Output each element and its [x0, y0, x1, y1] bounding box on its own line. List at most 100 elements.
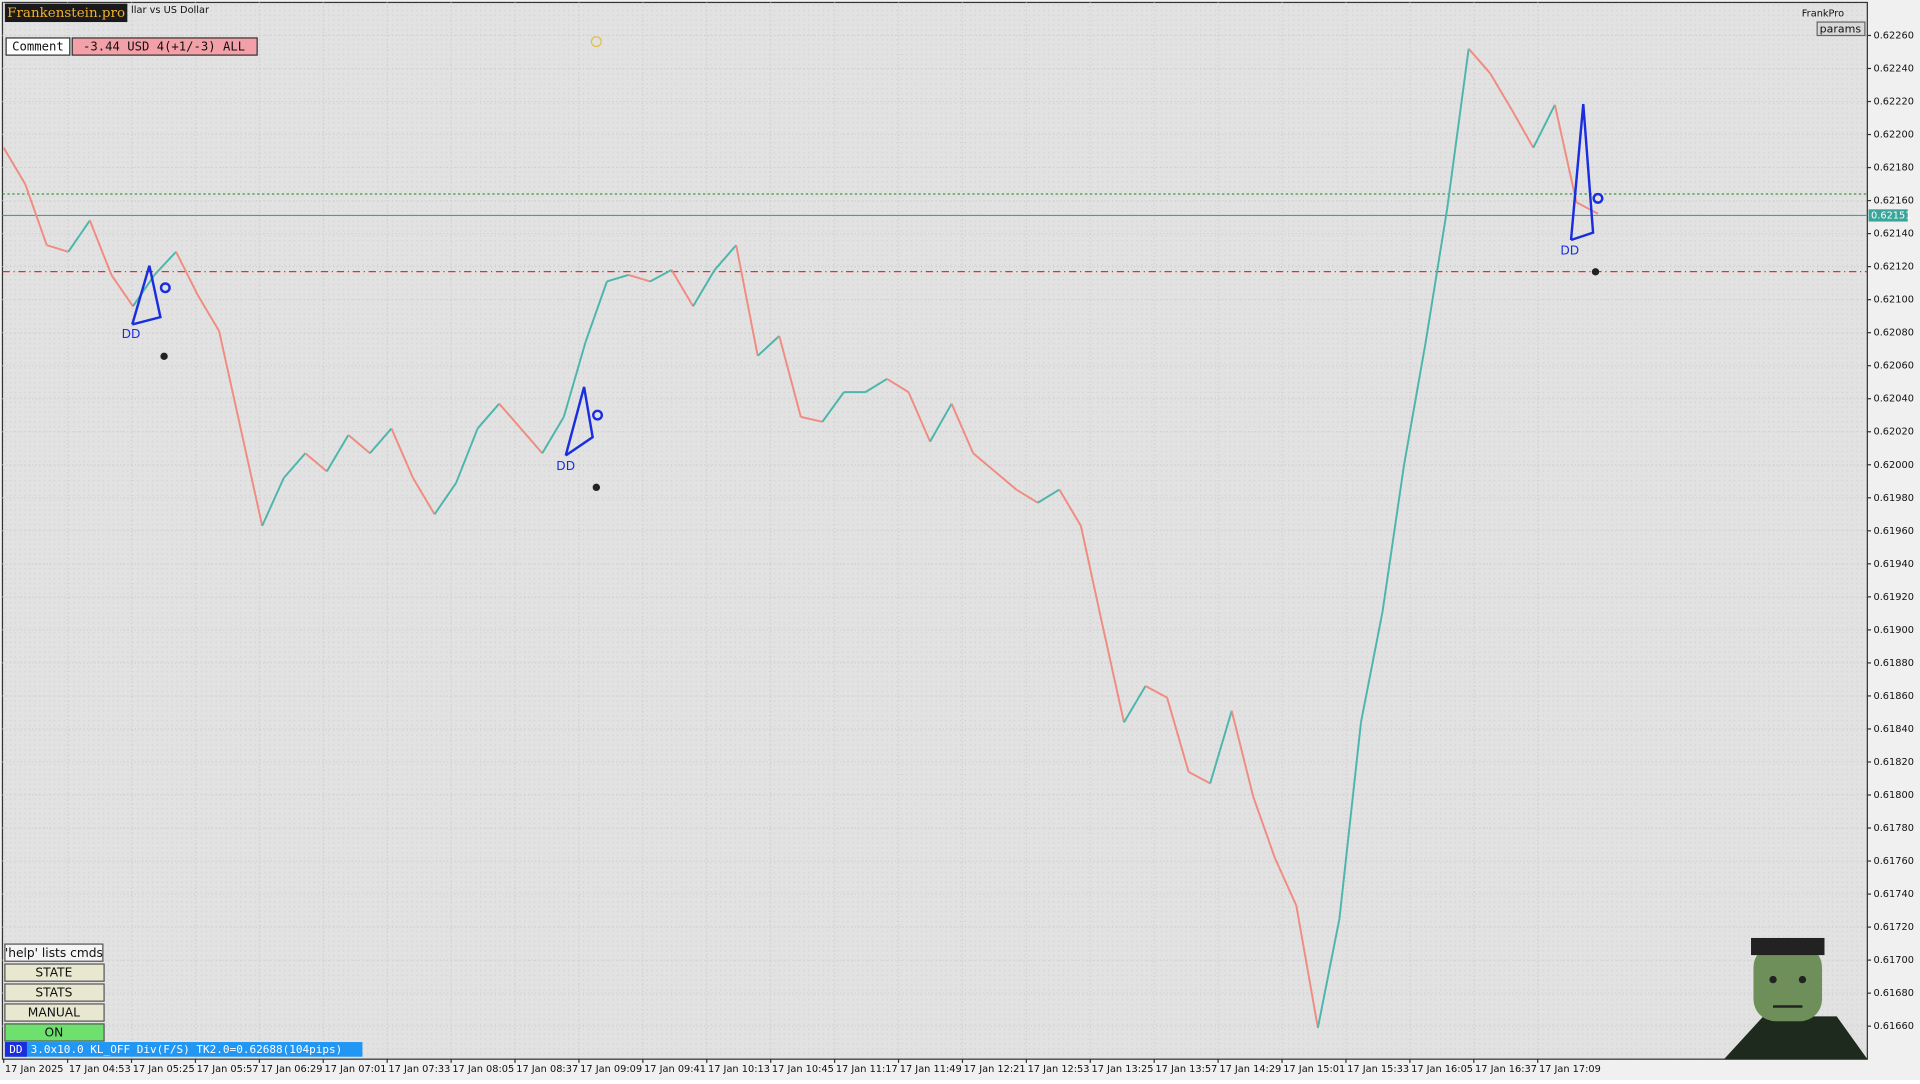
x-tick-label: 17 Jan 09:09 [580, 1064, 642, 1075]
x-tick-label: 17 Jan 05:25 [133, 1064, 195, 1075]
x-tick-label: 17 Jan 16:37 [1475, 1064, 1537, 1075]
y-tick-label: 0.61960 [1873, 526, 1913, 537]
comment-label-box [5, 37, 71, 56]
y-tick-label: 0.61900 [1873, 625, 1913, 636]
skulls [160, 268, 1600, 492]
comment-value-box [71, 37, 258, 56]
price-segment [929, 403, 953, 443]
x-tick-label: 17 Jan 12:53 [1028, 1064, 1090, 1075]
price-segment [1467, 48, 1491, 75]
button[interactable] [4, 1003, 105, 1022]
price-segment [584, 281, 608, 343]
y-tick-label: 0.61880 [1873, 658, 1913, 669]
y-tick-label: 0.62200 [1873, 130, 1913, 141]
price-segment [1123, 685, 1147, 723]
x-tick-label: 17 Jan 12:21 [964, 1064, 1026, 1075]
price-segment [132, 274, 156, 307]
price-segment [1532, 104, 1556, 149]
button-label[interactable]: STATE [35, 966, 72, 980]
price-segment [972, 452, 996, 473]
price-segment [520, 427, 544, 454]
price-tag [1868, 209, 1908, 222]
params[interactable]: params [1820, 22, 1862, 35]
price-segment [1145, 685, 1168, 699]
price-segment [1058, 489, 1082, 527]
x-tick-label: 17 Jan 04:53 [69, 1064, 131, 1075]
account: FrankPro [1802, 8, 1844, 19]
price-segment [994, 470, 1017, 491]
price-segment [67, 219, 91, 253]
x-tick-label: 17 Jan 14:29 [1219, 1064, 1281, 1075]
price-segment [412, 477, 436, 515]
price-segment [692, 269, 716, 307]
signal-icon [159, 282, 171, 294]
price-series [2, 48, 1599, 1029]
brand: Frankenstein.pro [7, 6, 125, 21]
x-tick-label: 17 Jan 15:01 [1283, 1064, 1345, 1075]
price-segment [821, 391, 845, 423]
y-tick-label: 0.61820 [1873, 757, 1913, 768]
y-tick-label: 0.62080 [1873, 328, 1913, 339]
y-tick-label: 0.61800 [1873, 790, 1913, 801]
button-label[interactable]: ON [44, 1026, 63, 1040]
price-segment [541, 416, 565, 454]
price-segment [369, 427, 393, 454]
button-label[interactable]: MANUAL [28, 1006, 80, 1020]
y-tick-label: 0.61760 [1873, 856, 1913, 867]
patterns [131, 103, 1604, 457]
price-segment [1381, 464, 1406, 612]
params-box[interactable] [1816, 21, 1866, 37]
mascot [1724, 937, 1868, 1060]
price-tag-label: 0.62151 [1871, 210, 1911, 221]
price-segment [1446, 48, 1470, 209]
y-tick-label: 0.61840 [1873, 724, 1913, 735]
button[interactable] [4, 1023, 105, 1042]
y-tick-label: 0.62260 [1873, 30, 1913, 41]
price-segment [713, 244, 737, 271]
price-segment [88, 220, 113, 276]
price-segment [1510, 109, 1535, 149]
price-segment [1316, 918, 1341, 1029]
price-segment [649, 269, 673, 283]
y-tick-label: 0.61680 [1873, 988, 1913, 999]
price-segment [757, 335, 780, 357]
price-segment [886, 378, 910, 393]
y-tick-label: 0.62220 [1873, 97, 1913, 108]
signal-icon [592, 409, 604, 421]
price-segment [304, 452, 328, 473]
y-tick-label: 0.62180 [1873, 163, 1913, 174]
price-segment [1424, 208, 1449, 343]
brand-box [4, 3, 128, 23]
x-tick-label: 17 Jan 17:09 [1539, 1064, 1601, 1075]
y-tick-label: 0.62040 [1873, 394, 1913, 405]
x-tick-label: 17 Jan 2025 [5, 1064, 64, 1075]
button[interactable] [4, 963, 105, 982]
price-segment [455, 428, 479, 484]
status-bar [4, 1042, 363, 1057]
signal-label: DD [1560, 244, 1579, 258]
button[interactable] [4, 943, 104, 962]
button-label[interactable]: STATS [35, 986, 72, 1000]
x-tick-label: 17 Jan 05:57 [197, 1064, 259, 1075]
signal-label: DD [122, 327, 141, 341]
price-segment [196, 294, 220, 332]
button[interactable] [4, 983, 105, 1002]
price-segment [283, 452, 307, 479]
y-tick-label: 0.62140 [1873, 229, 1913, 240]
price-segment [1209, 710, 1233, 784]
price-segment [1273, 857, 1298, 907]
price-segment [2, 147, 27, 185]
price-segment [735, 244, 759, 356]
price-segment [1489, 72, 1513, 111]
dd-pattern [564, 386, 594, 457]
y-tick-label: 0.62000 [1873, 460, 1913, 471]
price-segment [476, 403, 500, 430]
y-tick-label: 0.61860 [1873, 691, 1913, 702]
button-label[interactable]: 'help' lists cmds [5, 946, 103, 960]
comment-value: -3.44 USD 4(+1/-3) ALL [83, 40, 245, 54]
price-segment [110, 274, 134, 307]
y-tick-label: 0.61980 [1873, 493, 1913, 504]
status-text: 3.0x10.0 KL_OFF Div(F/S) TK2.0=0.62688(1… [31, 1043, 343, 1056]
